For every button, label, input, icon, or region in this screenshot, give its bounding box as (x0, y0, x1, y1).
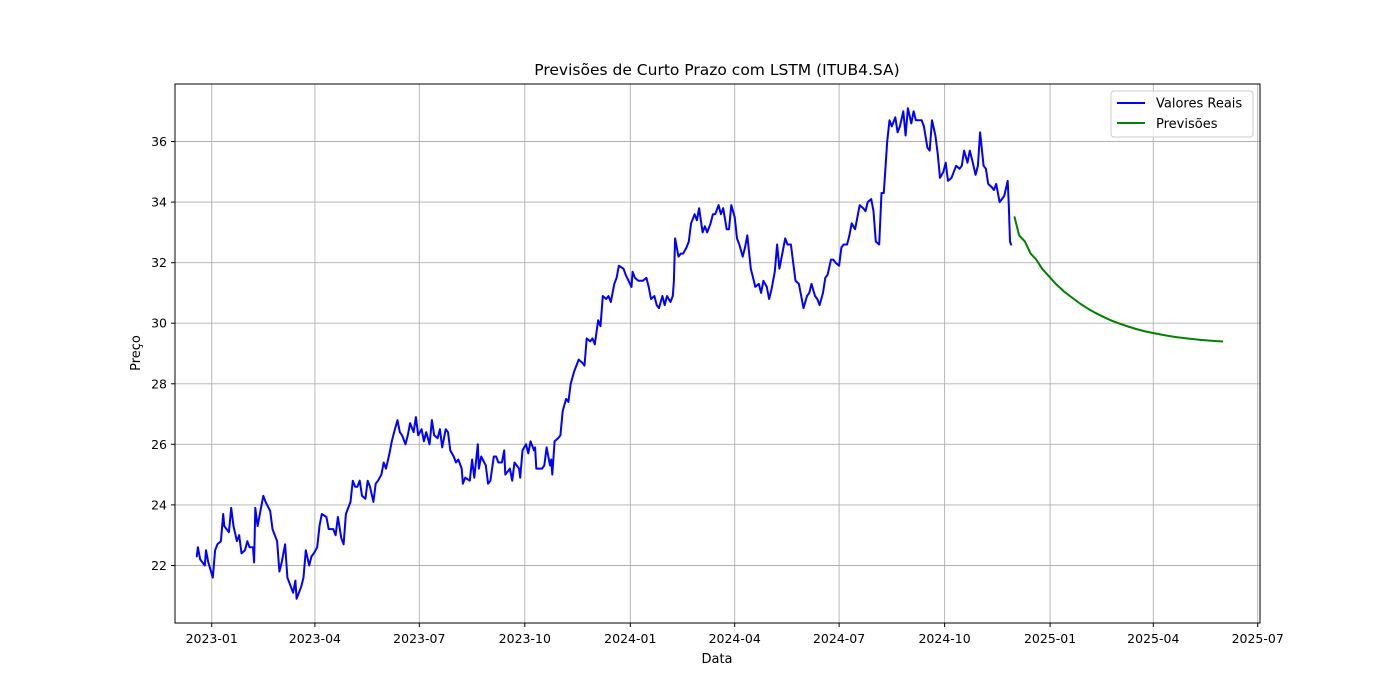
legend: Valores Reais Previsões (1110, 90, 1254, 138)
y-tick-label: 32 (151, 255, 167, 270)
x-tick-label: 2025-04 (1127, 631, 1179, 646)
y-tick-label: 22 (151, 558, 167, 573)
y-tick-label: 26 (151, 437, 167, 452)
legend-box (1110, 90, 1254, 138)
x-tick-label: 2025-01 (1024, 631, 1076, 646)
x-tick-label: 2024-07 (813, 631, 865, 646)
y-axis: 22 24 26 28 30 32 34 36 (151, 134, 175, 573)
series-line-previsoes (1013, 216, 1224, 343)
y-tick-label: 28 (151, 376, 167, 391)
y-tick-label: 24 (151, 497, 167, 512)
x-tick-label: 2025-07 (1232, 631, 1284, 646)
x-tick-label: 2023-07 (393, 631, 445, 646)
x-tick-label: 2023-01 (186, 631, 238, 646)
series-line-valores-reais (195, 107, 1013, 600)
y-tick-label: 30 (151, 316, 167, 331)
x-tick-label: 2023-04 (289, 631, 341, 646)
x-tick-label: 2023-10 (499, 631, 551, 646)
plot-frame (174, 83, 1261, 624)
x-tick-label: 2024-04 (709, 631, 761, 646)
plot-area (195, 107, 1224, 600)
y-axis-title: Preço (129, 335, 144, 371)
grid (175, 84, 1260, 623)
x-tick-label: 2024-01 (604, 631, 656, 646)
y-tick-label: 34 (151, 195, 167, 210)
legend-label-previsoes: Previsões (1156, 117, 1218, 132)
legend-label-valores-reais: Valores Reais (1156, 97, 1242, 112)
x-tick-label: 2024-10 (918, 631, 970, 646)
x-axis: 2023-01 2023-04 2023-07 2023-10 2024-01 2024-… (186, 623, 1284, 646)
chart-title: Previsões de Curto Prazo com LSTM (ITUB4… (534, 61, 899, 79)
x-axis-title: Data (701, 652, 732, 667)
y-tick-label: 36 (151, 134, 167, 149)
